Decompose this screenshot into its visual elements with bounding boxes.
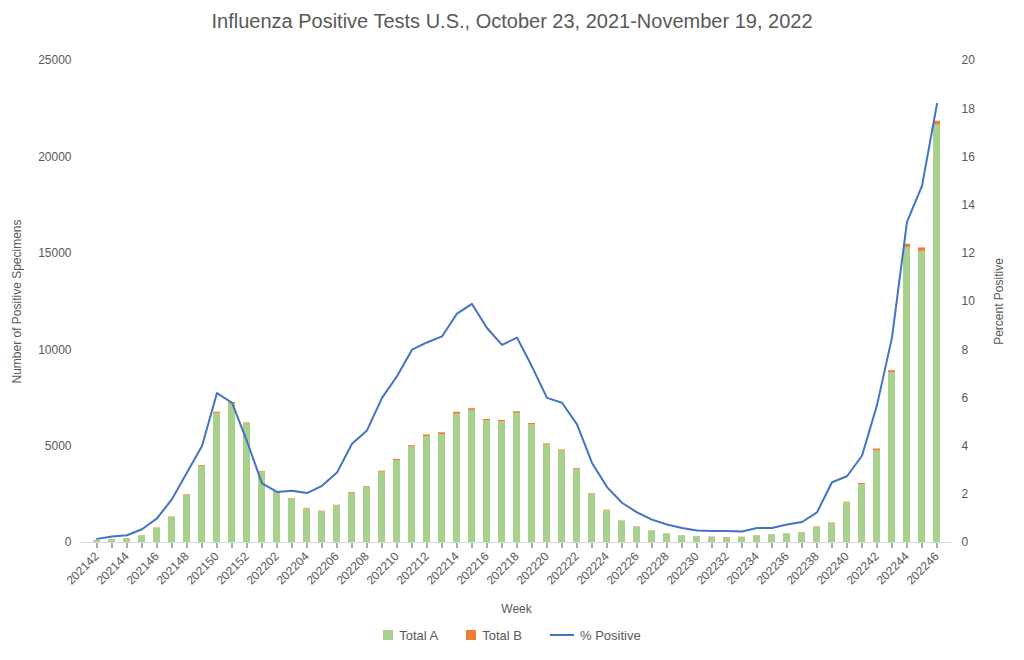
svg-text:5000: 5000 bbox=[45, 439, 72, 453]
svg-text:202212: 202212 bbox=[394, 549, 432, 587]
svg-text:202210: 202210 bbox=[364, 549, 402, 587]
svg-text:202144: 202144 bbox=[94, 549, 132, 587]
svg-text:202142: 202142 bbox=[64, 549, 102, 587]
html-text:Influenza Positive Tests U.S.,: Influenza Positive Tests U.S., October 2… bbox=[211, 10, 813, 32]
svg-text:202224: 202224 bbox=[574, 549, 612, 587]
svg-text:202246: 202246 bbox=[904, 549, 942, 587]
svg-text:12: 12 bbox=[962, 246, 976, 260]
svg-text:8: 8 bbox=[962, 343, 969, 357]
svg-text:202236: 202236 bbox=[754, 549, 792, 587]
svg-text:202232: 202232 bbox=[694, 549, 732, 587]
svg-text:20: 20 bbox=[962, 53, 976, 67]
svg-text:202216: 202216 bbox=[454, 549, 492, 587]
svg-text:202150: 202150 bbox=[184, 549, 222, 587]
svg-text:Percent Positive: Percent Positive bbox=[992, 258, 1006, 345]
svg-text:0: 0 bbox=[962, 535, 969, 549]
svg-text:20000: 20000 bbox=[38, 150, 72, 164]
svg-text:202218: 202218 bbox=[484, 549, 522, 587]
svg-text:18: 18 bbox=[962, 102, 976, 116]
svg-text:14: 14 bbox=[962, 198, 976, 212]
svg-text:202238: 202238 bbox=[784, 549, 822, 587]
svg-text:16: 16 bbox=[962, 150, 976, 164]
svg-text:202202: 202202 bbox=[244, 549, 282, 587]
svg-text:202206: 202206 bbox=[304, 549, 342, 587]
svg-text:Number of Positive Specimens: Number of Positive Specimens bbox=[10, 219, 24, 383]
svg-text:2: 2 bbox=[962, 487, 969, 501]
svg-text:25000: 25000 bbox=[38, 53, 72, 67]
svg-text:10: 10 bbox=[962, 294, 976, 308]
svg-text:4: 4 bbox=[962, 439, 969, 453]
svg-text:202220: 202220 bbox=[514, 549, 552, 587]
html-text:% Positive: % Positive bbox=[580, 627, 641, 643]
html-text:Total A: Total A bbox=[399, 627, 439, 643]
svg-text:202240: 202240 bbox=[814, 549, 852, 587]
svg-text:202234: 202234 bbox=[724, 549, 762, 587]
svg-text:202226: 202226 bbox=[604, 549, 642, 587]
svg-text:10000: 10000 bbox=[38, 343, 72, 357]
html-text:Total B: Total B bbox=[482, 627, 522, 643]
svg-text:202242: 202242 bbox=[844, 549, 882, 587]
svg-text:202204: 202204 bbox=[274, 549, 312, 587]
svg-text:202222: 202222 bbox=[544, 549, 582, 587]
svg-text:202146: 202146 bbox=[124, 549, 162, 587]
svg-text:202148: 202148 bbox=[154, 549, 192, 587]
svg-text:202230: 202230 bbox=[664, 549, 702, 587]
svg-text:202244: 202244 bbox=[874, 549, 912, 587]
svg-text:0: 0 bbox=[65, 535, 72, 549]
svg-text:Week: Week bbox=[501, 602, 532, 616]
svg-text:202152: 202152 bbox=[214, 549, 252, 587]
svg-text:6: 6 bbox=[962, 391, 969, 405]
svg-text:15000: 15000 bbox=[38, 246, 72, 260]
svg-text:202228: 202228 bbox=[634, 549, 672, 587]
svg-text:202214: 202214 bbox=[424, 549, 462, 587]
svg-text:202208: 202208 bbox=[334, 549, 372, 587]
